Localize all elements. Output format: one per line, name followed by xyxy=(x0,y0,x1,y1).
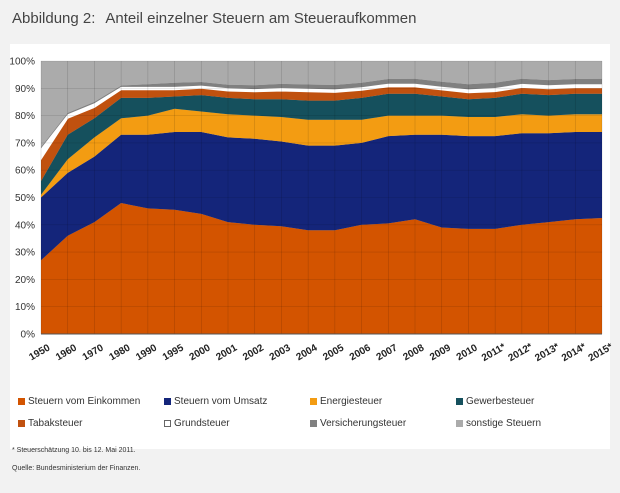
x-tick-label: 2014* xyxy=(560,341,588,364)
figure-number: Abbildung 2: xyxy=(12,10,96,27)
legend-swatch xyxy=(310,419,317,427)
legend-swatch xyxy=(310,397,317,405)
y-tick-label: 100% xyxy=(9,57,35,68)
x-tick-label: 2004 xyxy=(295,342,320,363)
stacked-area-chart: 0%10%20%30%40%50%60%70%80%90%100% 1950 19… xyxy=(9,57,615,365)
legend-label: Steuern vom Einkommen xyxy=(28,395,141,407)
legend-label: Tabaksteuer xyxy=(28,417,83,429)
area-series-group xyxy=(40,61,603,334)
y-tick-label: 30% xyxy=(15,248,35,259)
x-tick-label: 2006 xyxy=(348,342,373,363)
legend-swatch xyxy=(164,419,171,427)
chart-title: Abbildung 2: Anteil einzelner Steuern am … xyxy=(12,10,416,27)
x-tick-label: 1995 xyxy=(161,342,186,363)
legend-swatch xyxy=(18,397,25,405)
estimate-footnote: * Steuerschätzung 10. bis 12. Mai 2011. xyxy=(12,447,136,454)
x-tick-label: 2007 xyxy=(375,342,400,363)
x-tick-label: 2005 xyxy=(321,342,346,363)
y-tick-label: 70% xyxy=(15,138,35,149)
x-tick-label: 1950 xyxy=(27,342,52,363)
y-tick-label: 40% xyxy=(15,220,35,231)
y-tick-label: 0% xyxy=(21,330,36,341)
y-tick-label: 10% xyxy=(15,302,35,313)
legend-item: Gewerbesteuer xyxy=(456,396,602,407)
legend-label: Gewerbesteuer xyxy=(466,395,535,407)
x-tick-label: 1970 xyxy=(81,342,106,363)
area-series-1 xyxy=(41,203,602,334)
y-axis: 0% 10% 20% 30% 40% 50% 60% 70% 80% 90% 100% xyxy=(9,57,35,341)
y-tick-label: 80% xyxy=(15,111,35,122)
gridlines xyxy=(40,60,603,335)
legend-item: Steuern vom Einkommen xyxy=(18,396,164,407)
legend-item: sonstige Steuern xyxy=(456,418,602,429)
legend-swatch xyxy=(164,397,171,405)
y-tick-label: 20% xyxy=(15,275,35,286)
legend-swatch xyxy=(18,419,25,427)
figure-caption: Anteil einzelner Steuern am Steueraufkom… xyxy=(105,10,417,27)
x-tick-label: 2003 xyxy=(268,342,293,363)
x-tick-label: 1960 xyxy=(54,342,79,363)
legend-label: Energiesteuer xyxy=(320,395,383,407)
area-series-8 xyxy=(41,61,602,147)
legend-item: Versicherungsteuer xyxy=(310,418,456,429)
legend-row: Tabaksteuer Grundsteuer Versicherungsteuer… xyxy=(18,412,608,434)
x-tick-label: 2015* xyxy=(587,341,615,364)
area-series-3 xyxy=(41,108,602,198)
x-tick-label: 2000 xyxy=(188,342,213,363)
source-footnote: Quelle: Bundesministerium der Finanzen. xyxy=(12,465,141,472)
x-tick-label: 2012* xyxy=(507,341,535,364)
x-tick-label: 2009 xyxy=(428,342,453,363)
area-series-2 xyxy=(41,132,602,261)
legend-swatch xyxy=(456,419,463,427)
x-tick-label: 2002 xyxy=(241,342,266,363)
legend-item: Grundsteuer xyxy=(164,418,310,429)
x-tick-label: 2001 xyxy=(214,342,239,363)
legend-label: Versicherungsteuer xyxy=(320,417,407,429)
legend: Steuern vom Einkommen Steuern vom Umsatz E… xyxy=(18,390,608,434)
legend-item: Energiesteuer xyxy=(310,396,456,407)
x-tick-label: 2011* xyxy=(480,342,508,364)
legend-label: Grundsteuer xyxy=(174,417,230,429)
legend-item: Steuern vom Umsatz xyxy=(164,396,310,407)
y-tick-label: 50% xyxy=(15,193,35,204)
x-tick-label: 1990 xyxy=(134,342,159,363)
y-tick-label: 90% xyxy=(15,84,35,95)
x-tick-label: 2008 xyxy=(401,342,426,363)
legend-item: Tabaksteuer xyxy=(18,418,164,429)
legend-swatch xyxy=(456,397,463,405)
x-tick-label: 2013* xyxy=(533,341,561,364)
x-tick-label: 1980 xyxy=(108,342,133,363)
x-axis: 1950 1960 1970 1980 1990 1995 2000 2001 2002 2003… xyxy=(27,341,615,364)
x-tick-label: 2010 xyxy=(455,342,480,363)
y-tick-label: 60% xyxy=(15,166,35,177)
legend-label: sonstige Steuern xyxy=(466,417,542,429)
legend-row: Steuern vom Einkommen Steuern vom Umsatz E… xyxy=(18,390,608,412)
area-series-4 xyxy=(41,93,602,195)
legend-label: Steuern vom Umsatz xyxy=(174,395,268,407)
